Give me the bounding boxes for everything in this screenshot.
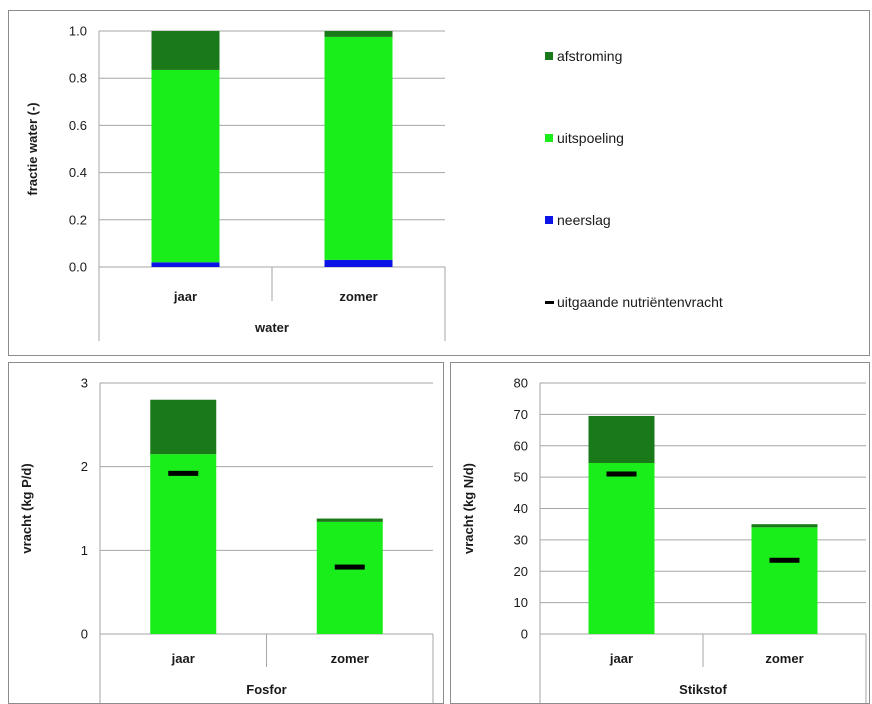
- bar-uitspoeling-jaar: [151, 69, 220, 263]
- y-tick-label: 30: [514, 532, 528, 547]
- y-tick-label: 40: [514, 501, 528, 516]
- bar-uitspoeling-zomer: [324, 36, 393, 260]
- fosfor-chart: 0 1 2 3 jaar zomer Fosfor vracht (kg P/d): [19, 376, 434, 703]
- legend-label-nutrientenvracht: uitgaande nutriëntenvracht: [557, 294, 723, 310]
- bar-afstroming-zomer: [316, 518, 383, 522]
- marker-nutrientenvracht-jaar: [606, 471, 637, 477]
- category-label: zomer: [339, 289, 377, 304]
- legend-swatch-uitspoeling: [545, 134, 553, 142]
- bar-afstroming-jaar: [150, 399, 217, 455]
- y-tick-label: 1.0: [69, 24, 87, 39]
- y-tick-label: 3: [81, 376, 88, 391]
- stikstof-chart-panel: 0 10 20 30 40 50 60 70 80 jaar zomer Stikstof vracht…: [450, 362, 870, 704]
- y-tick-label: 20: [514, 564, 528, 579]
- y-tick-label: 2: [81, 459, 88, 474]
- bar-afstroming-jaar: [151, 31, 220, 70]
- bar-uitspoeling-zomer: [751, 527, 818, 634]
- bar-neerslag-zomer: [324, 259, 393, 267]
- y-tick-label: 70: [514, 407, 528, 422]
- category-label: zomer: [765, 651, 803, 666]
- y-tick-label: 0.4: [69, 165, 87, 180]
- category-label: jaar: [173, 289, 197, 304]
- y-axis-title: fractie water (-): [25, 102, 40, 195]
- y-tick-label: 0.8: [69, 71, 87, 86]
- marker-nutrientenvracht-zomer: [769, 557, 800, 563]
- y-axis-title: vracht (kg P/d): [19, 463, 34, 553]
- bar-uitspoeling-zomer: [316, 521, 383, 634]
- bar-afstroming-zomer: [324, 31, 393, 37]
- y-tick-label: 0.2: [69, 212, 87, 227]
- y-tick-label: 0: [521, 627, 528, 642]
- bar-uitspoeling-jaar: [588, 463, 655, 634]
- legend-label-uitspoeling: uitspoeling: [557, 130, 624, 146]
- group-label: Stikstof: [679, 682, 727, 697]
- legend-swatch-afstroming: [545, 52, 553, 60]
- y-tick-label: 0.0: [69, 260, 87, 275]
- y-tick-label: 60: [514, 438, 528, 453]
- legend-label-neerslag: neerslag: [557, 212, 611, 228]
- legend-label-afstroming: afstroming: [557, 48, 622, 64]
- bar-uitspoeling-jaar: [150, 454, 217, 634]
- legend-swatch-nutrientenvracht: [545, 301, 554, 304]
- y-axis-title: vracht (kg N/d): [461, 463, 476, 554]
- y-tick-label: 80: [514, 376, 528, 391]
- bar-afstroming-zomer: [751, 524, 818, 528]
- stikstof-chart: 0 10 20 30 40 50 60 70 80 jaar zomer Stikstof vracht…: [461, 376, 867, 703]
- bar-afstroming-jaar: [588, 415, 655, 464]
- y-tick-label: 0: [81, 627, 88, 642]
- legend-swatch-neerslag: [545, 216, 553, 224]
- marker-nutrientenvracht-jaar: [168, 470, 199, 476]
- y-tick-label: 1: [81, 543, 88, 558]
- group-label: water: [254, 320, 289, 335]
- y-tick-label: 50: [514, 470, 528, 485]
- marker-nutrientenvracht-zomer: [334, 564, 365, 570]
- category-label: jaar: [609, 651, 633, 666]
- water-chart-panel: 0.0 0.2 0.4 0.6 0.8 1.0 jaar zomer water fractie …: [8, 10, 870, 356]
- y-tick-label: 0.6: [69, 118, 87, 133]
- category-label: jaar: [171, 651, 195, 666]
- fosfor-chart-panel: 0 1 2 3 jaar zomer Fosfor vracht (kg P/d): [8, 362, 444, 704]
- bar-neerslag-jaar: [151, 262, 220, 267]
- water-chart: 0.0 0.2 0.4 0.6 0.8 1.0 jaar zomer water fractie …: [25, 24, 723, 341]
- y-tick-label: 10: [514, 595, 528, 610]
- group-label: Fosfor: [246, 682, 286, 697]
- category-label: zomer: [331, 651, 369, 666]
